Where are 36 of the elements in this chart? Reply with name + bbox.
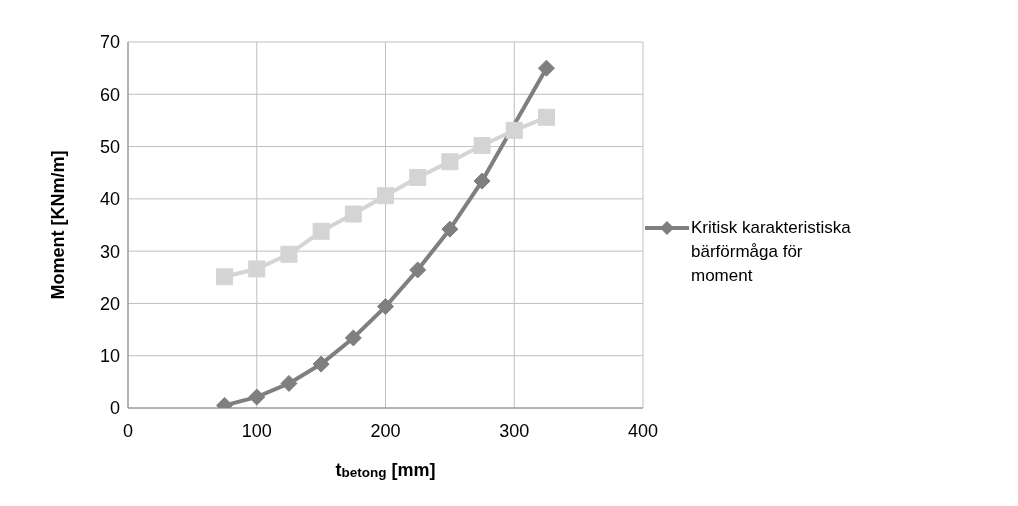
y-tick-label: 40: [99, 189, 120, 210]
point: [344, 205, 362, 223]
point: [248, 388, 266, 406]
y-tick-label: 30: [99, 241, 120, 262]
point: [248, 260, 266, 278]
y-tick-label: 20: [99, 293, 120, 314]
point: [537, 59, 555, 77]
y-tick-label: 0: [109, 398, 120, 419]
point: [441, 153, 459, 171]
y-tick-label: 10: [99, 346, 120, 367]
y-tick-label: 60: [99, 84, 120, 105]
point: [441, 220, 459, 238]
point: [216, 268, 234, 286]
point: [280, 245, 298, 263]
point: [505, 121, 523, 139]
x-tick-label: 0: [122, 420, 134, 441]
point: [473, 137, 491, 155]
point: [537, 108, 555, 126]
point: [409, 168, 427, 186]
y-axis-title: Moment [KNm/m]: [48, 150, 69, 300]
x-tick-label: 200: [370, 420, 401, 441]
point: [344, 329, 362, 347]
point: [377, 298, 394, 316]
legend-label: Kritisk karakteristiska bärförmåga för moment: [691, 217, 852, 287]
point: [473, 172, 491, 190]
point: [312, 222, 330, 240]
x-tick-label: 400: [627, 420, 659, 441]
point: [377, 187, 394, 205]
point: [409, 261, 427, 279]
x-tick-label: 100: [241, 420, 272, 441]
point: [280, 374, 298, 392]
y-tick-label: 70: [99, 32, 120, 53]
x-tick-label: 300: [499, 420, 530, 441]
point: [312, 355, 330, 373]
x-axis-title: t$_{betong}$ [mm]: [335, 460, 436, 481]
y-tick-label: 50: [99, 136, 120, 157]
